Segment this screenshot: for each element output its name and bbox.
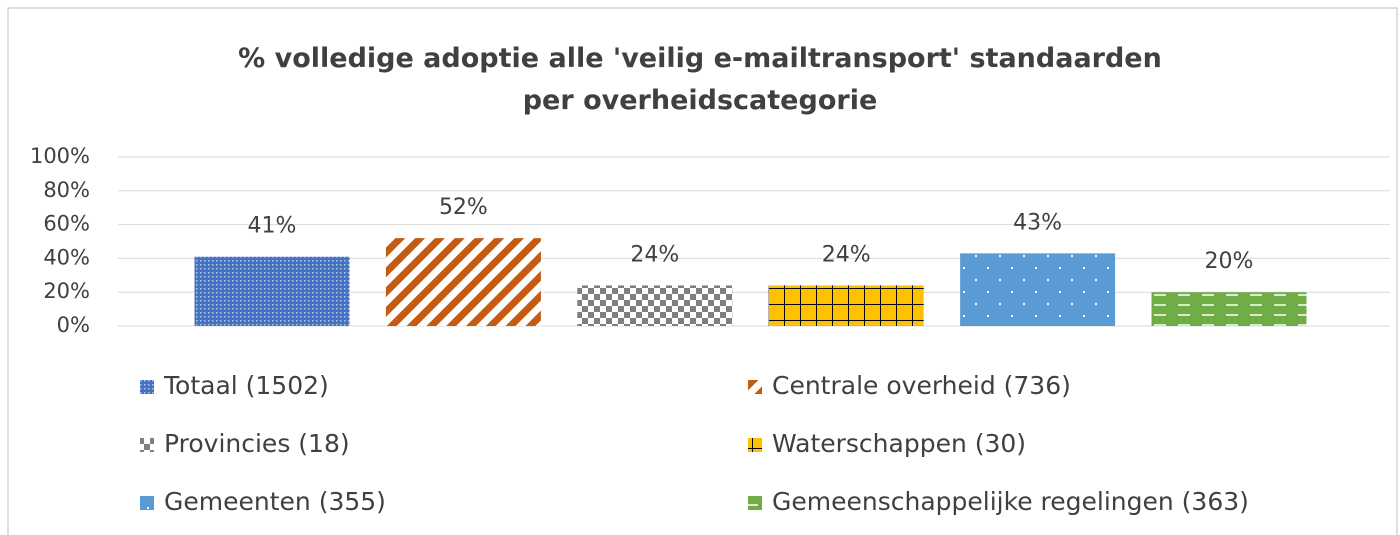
legend-label: Gemeenschappelijke regelingen (363) (772, 487, 1249, 516)
y-tick-label: 20% (43, 279, 90, 303)
legend-swatch (748, 438, 762, 452)
chart-frame (7, 7, 1398, 535)
legend-label: Totaal (1502) (163, 371, 329, 400)
bar (194, 256, 350, 326)
data-label: 24% (630, 242, 679, 267)
y-tick-label: 40% (43, 245, 90, 269)
legend-swatch (140, 380, 154, 394)
y-tick-label: 100% (30, 144, 90, 168)
data-label: 24% (822, 242, 871, 267)
bar (768, 285, 924, 326)
bar (385, 238, 541, 326)
legend-label: Gemeenten (355) (164, 487, 386, 516)
legend-swatch (748, 380, 762, 394)
y-tick-label: 80% (43, 178, 90, 202)
bar (1151, 292, 1307, 326)
y-tick-label: 60% (43, 212, 90, 236)
data-label: 52% (439, 195, 488, 220)
legend-swatch (140, 438, 154, 452)
legend-label: Centrale overheid (736) (772, 371, 1071, 400)
legend-swatch (140, 496, 154, 510)
chart-title: % volledige adoptie alle 'veilig e-mailt… (238, 43, 1162, 116)
bar (960, 253, 1116, 326)
data-label: 43% (1013, 210, 1062, 235)
bar (577, 285, 733, 326)
data-label: 41% (248, 214, 297, 239)
legend-label: Provincies (18) (164, 429, 350, 458)
data-label: 20% (1205, 249, 1254, 274)
y-tick-label: 0% (57, 313, 90, 337)
legend-label: Waterschappen (30) (772, 429, 1026, 458)
legend-swatch (748, 496, 762, 510)
